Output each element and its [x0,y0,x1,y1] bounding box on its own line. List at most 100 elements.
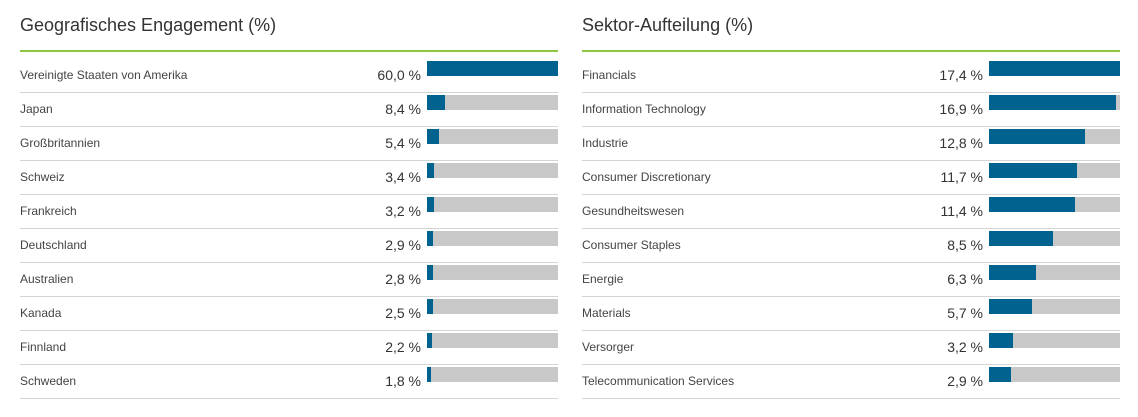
bar-value-label: 2,8 % [385,271,421,287]
bar-row: Schweiz 3,4 % [20,161,558,195]
bar-label: Financials [582,68,637,82]
bar-label: Telecommunication Services [582,374,735,388]
bar-track [989,61,1120,76]
bar-track [427,95,558,110]
bar-label: Vereinigte Staaten von Amerika [20,68,188,82]
bar-label: Consumer Discretionary [582,170,711,184]
bar-row: Energie 6,3 % [582,263,1120,297]
bar [989,163,1078,178]
bar-value-label: 3,2 % [385,203,421,219]
bar [427,333,432,348]
bar-value-label: 2,5 % [385,305,421,321]
bar-row: Vereinigte Staaten von Amerika 60,0 % [20,59,558,93]
bar-track [427,129,558,144]
bar-track [989,265,1120,280]
bar-row: Japan 8,4 % [20,93,558,127]
bar-label: Information Technology [582,102,706,116]
bar-value-label: 17,4 % [939,67,983,83]
bar-row: Gesundheitswesen 11,4 % [582,195,1120,229]
bar-label: Schweden [20,374,77,388]
bar-track [989,367,1120,382]
bar [989,61,1120,76]
bar-value-label: 11,4 % [940,203,983,219]
geo-panel-title: Geografisches Engagement (%) [20,0,558,52]
bar [989,95,1117,110]
geo-rows: Vereinigte Staaten von Amerika 60,0 % Japa… [20,59,558,399]
bar-label: Schweiz [20,170,65,184]
bar [427,265,434,280]
bar [989,333,1014,348]
sector-panel: Sektor-Aufteilung (%) Financials 17,4 % In… [582,0,1120,399]
bar-value-label: 8,4 % [385,101,421,117]
sector-rows: Financials 17,4 % Information Technology 16… [582,59,1120,399]
bar-row: Consumer Staples 8,5 % [582,229,1120,263]
bar-value-label: 2,9 % [947,373,983,389]
bar-label: Finnland [20,340,67,354]
bar-label: Australien [20,272,74,286]
bar-track [427,367,558,382]
bar [989,367,1011,382]
bar [989,299,1032,314]
bar-row: Deutschland 2,9 % [20,229,558,263]
bar-track [989,333,1120,348]
bar-row: Information Technology 16,9 % [582,93,1120,127]
bar-value-label: 12,8 % [939,135,983,151]
bar-value-label: 6,3 % [947,271,983,287]
bar-row: Großbritannien 5,4 % [20,127,558,161]
bar-value-label: 2,9 % [385,237,421,253]
bar-label: Japan [20,102,53,116]
bar [427,61,558,76]
bar [427,231,434,246]
bar-row: Schweden 1,8 % [20,365,558,399]
bar-value-label: 3,2 % [947,339,983,355]
bar [989,197,1075,212]
bar-row: Telecommunication Services 2,9 % [582,365,1120,399]
bar-track [427,163,558,178]
bar-row: Versorger 3,2 % [582,331,1120,365]
bar-label: Gesundheitswesen [582,204,685,218]
bar-label: Großbritannien [20,136,101,150]
bar-value-label: 3,4 % [385,169,421,185]
bar-label: Kanada [20,306,62,320]
bar-row: Australien 2,8 % [20,263,558,297]
bar [989,129,1086,144]
bar-track [989,163,1120,178]
bar-row: Materials 5,7 % [582,297,1120,331]
bar-value-label: 5,7 % [947,305,983,321]
bar-value-label: 8,5 % [947,237,983,253]
bar-row: Consumer Discretionary 11,7 % [582,161,1120,195]
bar-label: Industrie [582,136,629,150]
bar-value-label: 11,7 % [940,169,983,185]
bar-row: Financials 17,4 % [582,59,1120,93]
bar [427,129,439,144]
bar [427,197,434,212]
bar-row: Frankreich 3,2 % [20,195,558,229]
bar-track [427,265,558,280]
bar-track [427,61,558,76]
bar-track [427,231,558,246]
bar [427,367,431,382]
bar [427,299,433,314]
bar-track [427,197,558,212]
bar-track [427,333,558,348]
bar-label: Energie [582,272,624,286]
bar-label: Versorger [582,340,635,354]
bar [427,95,446,110]
geo-panel: Geografisches Engagement (%) Vereinigte … [20,0,558,399]
bar-row: Kanada 2,5 % [20,297,558,331]
bar-value-label: 60,0 % [377,67,421,83]
bar-value-label: 1,8 % [385,373,421,389]
bar [989,231,1053,246]
bar-value-label: 16,9 % [939,101,983,117]
bar-row: Industrie 12,8 % [582,127,1120,161]
bar-track [989,231,1120,246]
bar [989,265,1037,280]
bar-track [989,95,1120,110]
bar-value-label: 2,2 % [385,339,421,355]
bar-label: Materials [582,306,631,320]
bar-row: Finnland 2,2 % [20,331,558,365]
bar [427,163,435,178]
sector-panel-title: Sektor-Aufteilung (%) [582,0,1120,52]
bar-value-label: 5,4 % [385,135,421,151]
bar-label: Frankreich [20,204,77,218]
